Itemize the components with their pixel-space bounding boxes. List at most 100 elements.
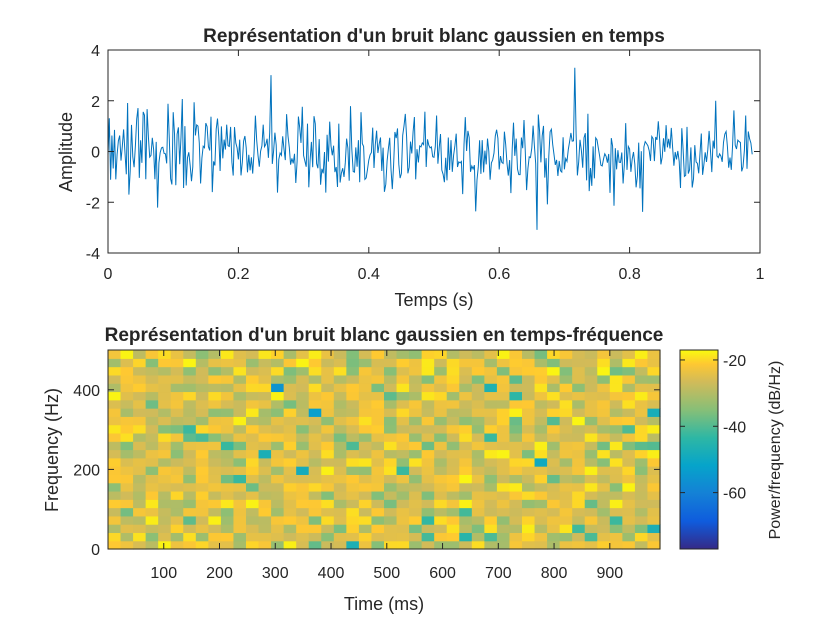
spectrogram-cell [296,374,310,384]
spectrogram-cell [133,457,147,467]
spectrogram-cell [634,499,649,509]
spectrogram-cell [308,482,322,492]
spectrogram-cell [559,441,573,451]
spectrogram-cell [534,507,548,517]
spectrogram-cell [459,391,473,401]
spectrogram-cell [421,499,435,509]
time-plot: Représentation d'un bruit blanc gaussien… [56,26,765,310]
spectrogram-cell [496,466,511,475]
spectrogram-cell [559,507,573,517]
spectrogram-cell [597,441,611,451]
spectrogram-cell [133,490,147,500]
spectrogram-cell [195,366,209,376]
spectrogram-cell [647,466,661,475]
spectrogram-cell [333,383,347,393]
x-tick-label: 900 [596,565,623,582]
spectrogram-cell [534,432,548,442]
spectrogram-cell [572,515,586,525]
spectrogram-cell [246,466,260,475]
spectrogram-cell [434,499,448,509]
spectrogram-cell [522,374,536,384]
spectrogram-cell [434,449,448,459]
spectrogram-cell [208,391,222,401]
spectrogram-cell [434,466,448,475]
spectrogram-cell [484,358,498,368]
spectrogram-cell [534,399,548,409]
spectrogram-cell [283,457,297,467]
spectrogram-cell [634,391,649,401]
spectrogram-cell [622,366,636,376]
spectrogram-cell [484,424,498,434]
spectrogram-cell [195,432,209,442]
spectrogram-cell [145,374,159,384]
spectrogram-cell [321,532,335,542]
spectrogram-cell [421,449,435,459]
spectrogram-cell [522,358,536,368]
spectrogram-cell [484,383,498,393]
x-tick-label: 400 [318,565,345,582]
spectrogram-cell [108,366,122,376]
spectrogram-cell [108,474,122,484]
spectrogram-cell [358,383,373,393]
spectrogram-cell [183,515,197,525]
spectrogram-cell [547,457,561,467]
spectrogram-cell [496,515,511,525]
spectrogram-cell [371,416,385,426]
spectrogram-cell [434,441,448,451]
spectrogram-cell [409,482,423,492]
spectrogram-cell [170,449,184,459]
spectrogram-cell [622,457,636,467]
spectrogram-cell [371,524,385,534]
spectrogram-cell [622,515,636,525]
spectrogram-cell [522,383,536,393]
spectrogram-cell [321,383,335,393]
spectrogram-cell [572,374,586,384]
spectrogram-cell [120,466,134,475]
spectrogram-cell [296,424,310,434]
spectrogram-cell [384,449,398,459]
spectrogram-cell [572,383,586,393]
spectrogram-cell [509,374,523,384]
spectrogram-cell [572,466,586,475]
spectrogram-cell [108,350,122,359]
spectrogram-title: Représentation d'un bruit blanc gaussien… [105,325,664,346]
spectrogram-cell [308,524,322,534]
spectrogram-cell [559,466,573,475]
spectrogram-cell [283,449,297,459]
spectrogram-cell [634,408,649,417]
spectrogram-cell [509,408,523,417]
spectrogram-cell [308,358,322,368]
spectrogram-cell [409,416,423,426]
spectrogram-cell [158,466,172,475]
spectrogram-cell [547,466,561,475]
spectrogram-cell [434,532,448,542]
spectrogram-cell [145,441,159,451]
spectrogram-cell [271,515,285,525]
spectrogram-cell [484,408,498,417]
spectrogram-cell [496,507,511,517]
spectrogram-cell [622,466,636,475]
spectrogram-cell [459,441,473,451]
spectrogram-cell [509,490,523,500]
spectrogram-cell [409,540,423,550]
spectrogram-cell [484,391,498,401]
spectrogram-cell [208,474,222,484]
spectrogram-cell [484,366,498,376]
spectrogram-cell [271,391,285,401]
spectrogram-cell [233,449,247,459]
spectrogram-cell [358,399,373,409]
spectrogram-cell [522,350,536,359]
spectrogram-cell [283,424,297,434]
spectrogram-cell [446,457,460,467]
spectrogram-cell [271,507,285,517]
spectrogram-cell [371,507,385,517]
spectrogram-cell [622,524,636,534]
spectrogram-cell [246,441,260,451]
spectrogram-cell [371,350,385,359]
spectrogram-cell [522,391,536,401]
spectrogram-cell [421,424,435,434]
spectrogram-cell [534,499,548,509]
spectrogram-cell [597,350,611,359]
spectrogram-cell [358,507,373,517]
spectrogram-cell [271,482,285,492]
